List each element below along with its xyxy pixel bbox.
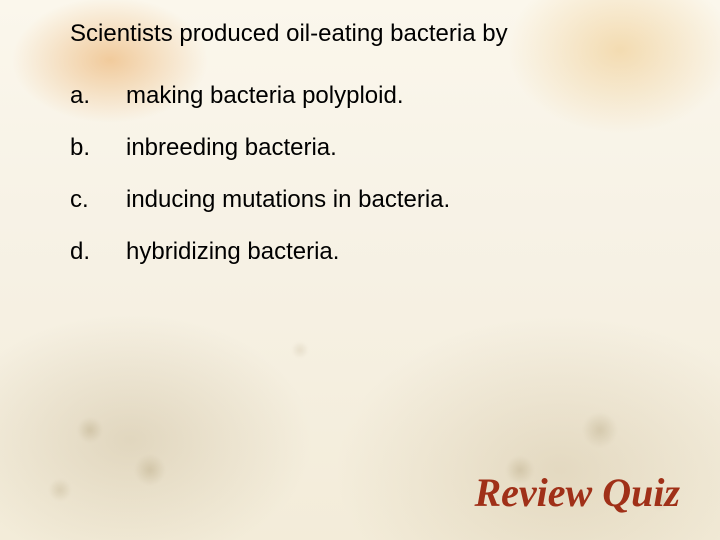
option-text: inducing mutations in bacteria. bbox=[126, 174, 450, 226]
option-letter: c. bbox=[70, 174, 126, 226]
option-a[interactable]: a. making bacteria polyploid. bbox=[70, 70, 450, 122]
slide-content: Scientists produced oil-eating bacteria … bbox=[0, 0, 720, 540]
option-text: hybridizing bacteria. bbox=[126, 226, 450, 278]
option-text: inbreeding bacteria. bbox=[126, 122, 450, 174]
option-d[interactable]: d. hybridizing bacteria. bbox=[70, 226, 450, 278]
option-letter: b. bbox=[70, 122, 126, 174]
question-text: Scientists produced oil-eating bacteria … bbox=[70, 20, 670, 48]
review-quiz-label[interactable]: Review Quiz bbox=[474, 469, 680, 516]
option-letter: d. bbox=[70, 226, 126, 278]
option-b[interactable]: b. inbreeding bacteria. bbox=[70, 122, 450, 174]
option-text: making bacteria polyploid. bbox=[126, 70, 450, 122]
option-letter: a. bbox=[70, 70, 126, 122]
options-list: a. making bacteria polyploid. b. inbreed… bbox=[70, 70, 450, 278]
option-c[interactable]: c. inducing mutations in bacteria. bbox=[70, 174, 450, 226]
